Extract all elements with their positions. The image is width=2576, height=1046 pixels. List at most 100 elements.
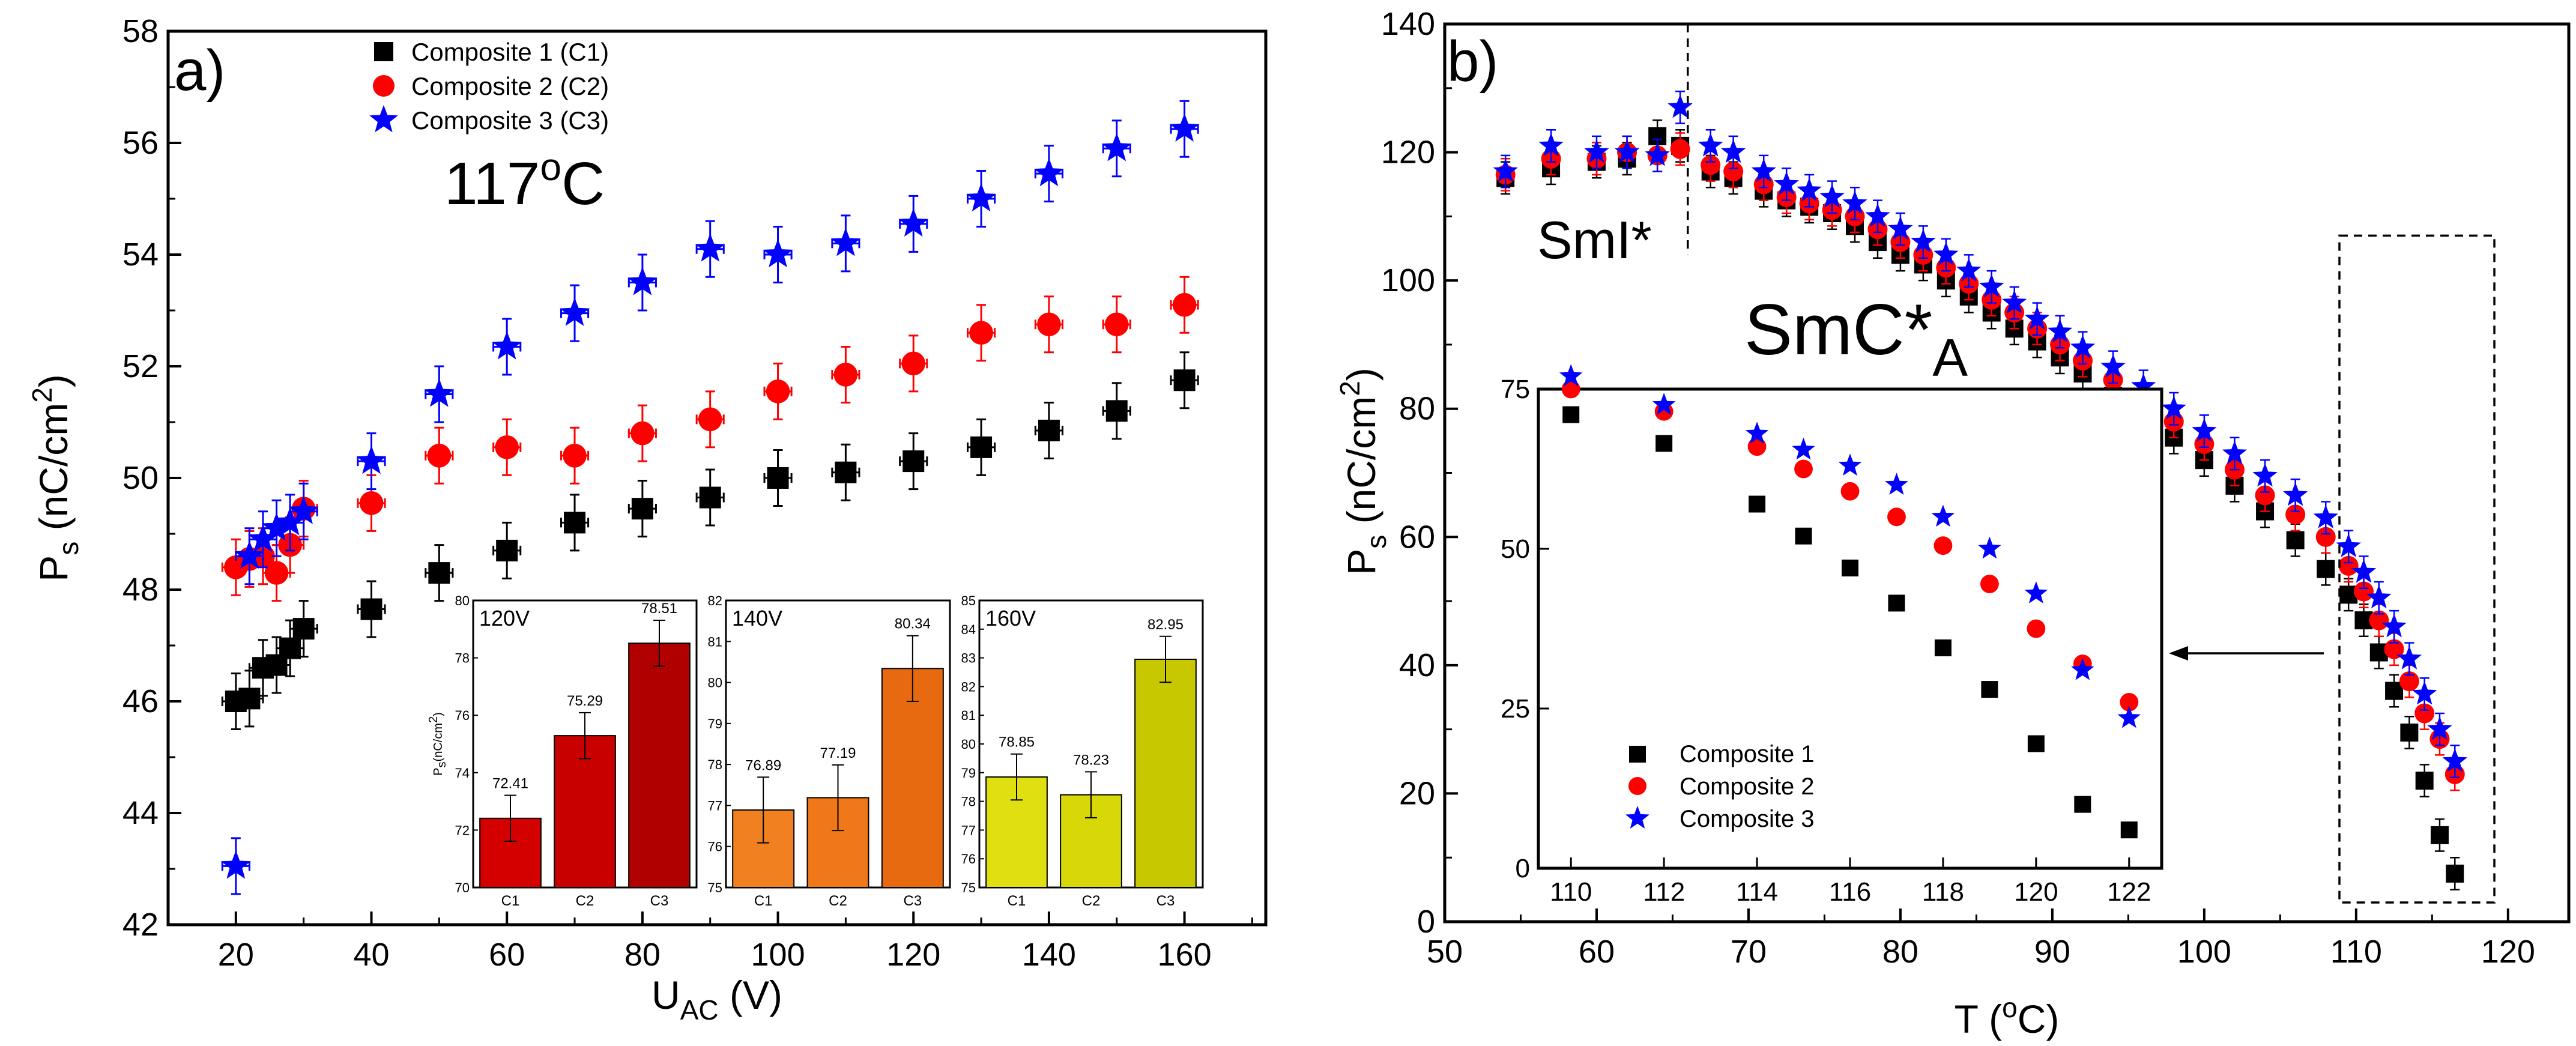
data-point [2446,856,2464,890]
marker-square [2415,772,2434,790]
y-tick-label: 0 [1417,904,1435,940]
x-tick-label: 100 [2177,934,2231,970]
marker-circle [630,421,655,446]
inset-marker-circle [1934,536,1953,555]
inset-marker-star [1559,364,1583,387]
x-tick-label: 90 [2034,934,2070,970]
data-point [1034,401,1063,459]
marker-circle [2353,581,2374,602]
marker-circle [2285,504,2306,525]
inset-y-tick-label: 84 [961,622,976,637]
inset-y-tick-label: 75 [708,880,722,895]
data-point [2100,350,2126,384]
inset-bar-chart-140v: 75 76 77 78 79 80 81 82 140V 76.89 C1 77.19 C2 80.34 C… [708,593,951,909]
marker-star [1774,171,1799,195]
inset-marker-circle [2027,619,2046,638]
marker-star [2222,440,2248,465]
data-point [2430,818,2449,852]
y-tick-label: 100 [1381,262,1435,298]
data-point [425,426,454,485]
data-point [1667,90,1693,124]
marker-star [275,507,305,536]
inset-y-tick-label: 82 [708,593,722,608]
data-point [357,580,386,638]
data-point [1911,225,1936,259]
marker-square [699,486,721,509]
panel-b-y-axis-title: Ps (nC/cm2) [1334,367,1392,575]
marker-star [221,850,251,879]
marker-star [2161,396,2186,420]
inset-marker-star [1931,504,1955,527]
panel-b-x-axis-title: T (oC) [1955,992,2060,1041]
inset-marker-star [1652,393,1676,415]
x-tick-label: 60 [489,937,525,973]
panel-b-points [1493,90,2467,890]
inset-marker-star [1745,422,1769,444]
marker-circle [1670,139,1690,159]
y-tick-label: 56 [122,125,159,161]
marker-star [2427,716,2452,740]
inset-y-tick-label: 80 [961,737,976,752]
marker-square [2400,723,2419,742]
data-point [2313,501,2338,535]
zoom-arrow-head [2169,646,2188,661]
data-point [1102,382,1131,440]
inset-marker-square [2120,821,2138,839]
marker-square [2317,560,2335,578]
panel-a-y-axis-title: Ps (nC/cm2) [26,374,84,582]
data-point [560,284,590,342]
inset-marker-circle [2120,692,2139,712]
panel-a-label: a) [174,38,225,103]
data-point [1102,295,1131,354]
data-point [2002,286,2027,320]
marker-star [2381,614,2407,638]
data-point [424,365,455,423]
inset-y-axis-title-part: ) [432,712,445,716]
marker-square [238,688,261,710]
panel-a-axes: 20 40 60 80 100 120 140 160 42 44 46 48 50 52 54 56 58 [122,13,1253,973]
data-point [221,837,251,895]
marker-square [2430,826,2449,844]
data-point [2442,745,2467,778]
inset-category-label: C3 [650,893,669,909]
data-point [289,600,318,658]
marker-circle [698,407,722,432]
zoom-arrow [2169,646,2324,661]
inset-y-tick-label: 78 [961,794,976,809]
data-point [1797,174,1822,208]
inset-error-bar [1011,753,1023,801]
x-tick-label: 80 [1882,934,1918,970]
panel-a-points [221,100,1200,895]
marker-circle [2369,610,2389,630]
marker-star [2047,318,2073,343]
marker-circle [2399,671,2419,692]
zoom-inset-axes: 110 112 114 116 118 120 122 0 25 50 75 [1501,375,2151,907]
marker-star [1645,142,1670,166]
marker-square [2446,864,2464,883]
inset-voltage-label: 140V [732,606,782,630]
marker-star [2412,681,2437,705]
inset-y-tick-label: 77 [961,823,976,838]
marker-square [496,539,518,561]
inset-bar [732,809,795,888]
inset-value-label: 82.95 [1147,617,1184,633]
y-tick-label: 20 [1399,775,1435,811]
data-point [2317,552,2335,586]
panel-a-legend: Composite 1 (C1) Composite 2 (C2) Compos… [369,38,609,135]
panel-b-axes: 50 60 70 80 90 100 110 120 0 20 40 60 80 100 120 140 [1381,6,2535,970]
marker-star [560,297,590,326]
data-point [1979,270,2004,304]
data-point [2192,414,2217,449]
x-tick-label: 50 [1427,934,1463,970]
marker-circle [1172,292,1197,317]
inset-y-tick-label: 70 [455,880,470,895]
marker-star [1538,133,1564,157]
marker-circle [264,561,289,585]
data-point [1169,100,1200,158]
inset-legend-label-1: Composite 1 [1680,741,1815,767]
data-point [763,362,793,420]
marker-star [248,524,278,552]
data-point [898,195,929,253]
marker-circle [901,351,926,376]
data-point [695,390,725,449]
